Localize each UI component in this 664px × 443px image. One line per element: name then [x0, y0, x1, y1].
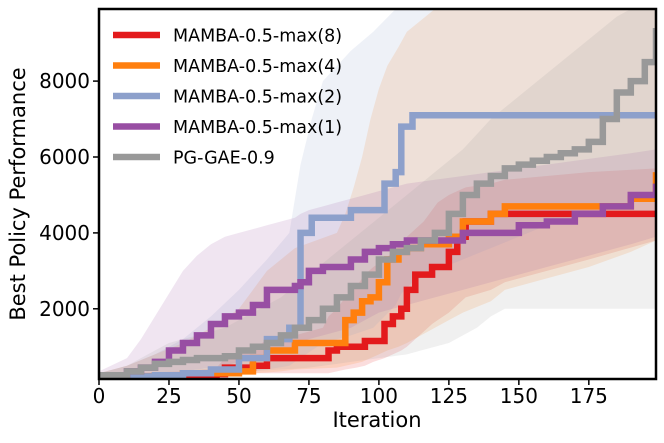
x-tick-label: 25	[156, 384, 181, 408]
y-tick-label: 4000	[39, 221, 90, 245]
y-axis-title: Best Policy Performance	[6, 67, 30, 320]
x-axis-title: Iteration	[332, 408, 421, 432]
x-axis-ticks: 0 25 50 75 100 125 150 175	[93, 379, 608, 408]
legend-label-mamba-0-5-max-2: MAMBA-0.5-max(2)	[173, 88, 342, 108]
x-tick-label: 150	[500, 384, 538, 408]
series-line-mamba-0-5-max-2	[99, 112, 656, 379]
x-tick-label: 75	[296, 384, 321, 408]
legend-label-mamba-0-5-max-4: MAMBA-0.5-max(4)	[173, 57, 342, 77]
legend-label-pg-gae-0-9: PG-GAE-0.9	[173, 149, 275, 169]
band-mamba-0-5-max-2	[99, 9, 656, 378]
x-tick-label: 175	[570, 384, 608, 408]
legend: MAMBA-0.5-max(8) MAMBA-0.5-max(4) MAMBA-0.…	[113, 27, 342, 169]
series-line-pg-gae-0-9	[99, 27, 656, 379]
x-tick-label: 0	[93, 384, 106, 408]
y-tick-label: 8000	[39, 69, 90, 93]
x-tick-label: 125	[430, 384, 468, 408]
band-mamba-0-5-max-4	[99, 9, 656, 378]
legend-label-mamba-0-5-max-1: MAMBA-0.5-max(1)	[173, 118, 342, 138]
series-lines	[99, 27, 656, 379]
legend-label-mamba-0-5-max-8: MAMBA-0.5-max(8)	[173, 27, 342, 47]
y-tick-label: 6000	[39, 145, 90, 169]
y-tick-label: 2000	[39, 297, 90, 321]
y-axis-ticks: 2000 4000 6000 8000	[39, 69, 99, 321]
plot-frame	[97, 7, 658, 381]
x-tick-label: 100	[360, 384, 398, 408]
series-line-mamba-0-5-max-1	[99, 183, 656, 379]
band-pg-gae-0-9	[99, 9, 656, 378]
x-tick-label: 50	[226, 384, 251, 408]
